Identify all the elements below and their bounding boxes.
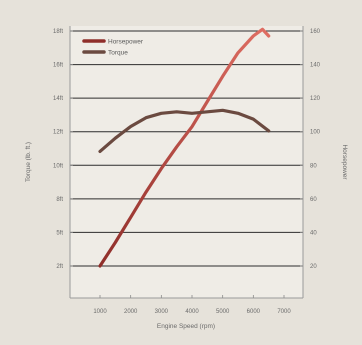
left-tick-label: 18ft: [53, 29, 63, 35]
legend-label-horsepower: Horsepower: [108, 39, 144, 46]
series-line-torque: [98, 108, 271, 153]
left-axis-tick-labels: 2ft 5ft 8ft 10ft 12ft 14ft 16ft 18ft: [53, 29, 73, 270]
right-axis-tick-labels: 20 40 60 80 100 120 140 160: [300, 29, 321, 270]
left-tick-label: 12ft: [53, 130, 63, 136]
right-tick-label: 100: [310, 130, 321, 136]
right-tick-label: 160: [310, 29, 321, 35]
x-tick-label: 3000: [155, 309, 169, 315]
x-axis-title: Engine Speed (rpm): [157, 323, 215, 330]
x-tick-label: 7000: [277, 309, 291, 315]
right-tick-label: 80: [310, 163, 317, 169]
left-axis-title: Torque (lb. ft.): [25, 142, 32, 182]
x-tick-label: 5000: [216, 309, 230, 315]
right-tick-label: 40: [310, 230, 317, 236]
right-tick-label: 140: [310, 63, 321, 69]
right-tick-label: 60: [310, 197, 317, 203]
left-tick-label: 14ft: [53, 96, 63, 102]
series-lines: [98, 27, 271, 268]
right-axis-title: Horsepower: [341, 144, 348, 180]
right-tick-label: 20: [310, 264, 317, 270]
series-line-horsepower: [98, 27, 271, 268]
x-tick-label: 6000: [247, 309, 261, 315]
left-tick-label: 5ft: [56, 230, 63, 236]
x-tick-label: 2000: [124, 309, 138, 315]
legend: Horsepower Torque: [82, 39, 144, 57]
left-tick-label: 8ft: [56, 197, 63, 203]
x-axis-tick-labels: 1000 2000 3000 4000 5000 6000 7000: [93, 295, 291, 315]
left-tick-label: 16ft: [53, 63, 63, 69]
left-tick-label: 2ft: [56, 264, 63, 270]
legend-label-torque: Torque: [108, 50, 128, 57]
right-tick-label: 120: [310, 96, 321, 102]
x-tick-label: 4000: [185, 309, 199, 315]
left-tick-label: 10ft: [53, 163, 63, 169]
x-tick-label: 1000: [93, 309, 107, 315]
